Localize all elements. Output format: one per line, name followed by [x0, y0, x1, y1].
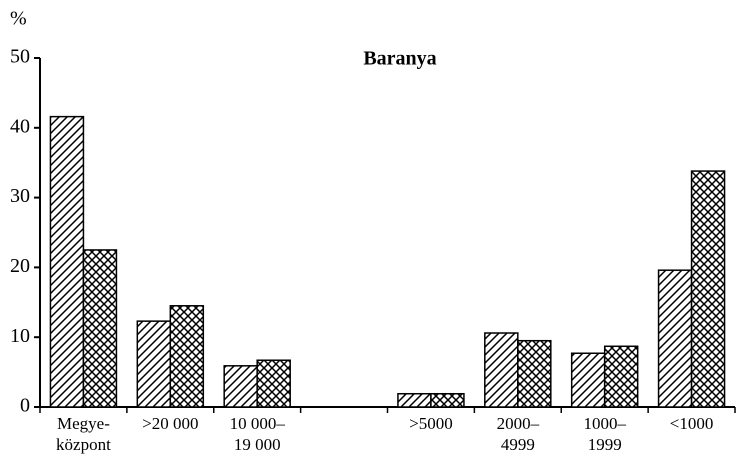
bar [517, 339, 552, 408]
x-tick-label: >20 000 [142, 414, 199, 433]
y-tick-label: 0 [20, 395, 30, 417]
bar [430, 392, 465, 408]
x-tick-label: <1000 [669, 414, 714, 433]
bar [657, 269, 693, 408]
bar [169, 305, 205, 408]
bar [223, 365, 258, 408]
bar [82, 249, 118, 408]
y-tick-label: 30 [10, 185, 30, 207]
x-tick-label: 10 000– 19 000 [229, 414, 285, 454]
y-tick-label: 10 [10, 325, 30, 347]
bar [136, 320, 172, 408]
x-tick-label: Megye- központ [56, 414, 111, 454]
bar [603, 345, 639, 408]
y-axis-label: % [10, 8, 27, 30]
bar [397, 392, 432, 408]
x-tick-label: 2000– 4999 [496, 414, 540, 454]
x-tick-label: 1000– 1999 [583, 414, 626, 454]
bar [484, 332, 519, 408]
bar [256, 359, 291, 408]
bar [690, 170, 726, 408]
chart-title: Baranya [363, 48, 436, 70]
y-tick-label: 40 [10, 115, 30, 137]
y-tick-label: 20 [10, 255, 30, 277]
y-tick-label: 50 [10, 46, 30, 68]
bar [570, 352, 606, 408]
bar [49, 115, 85, 408]
x-tick-label: >5000 [409, 414, 453, 433]
